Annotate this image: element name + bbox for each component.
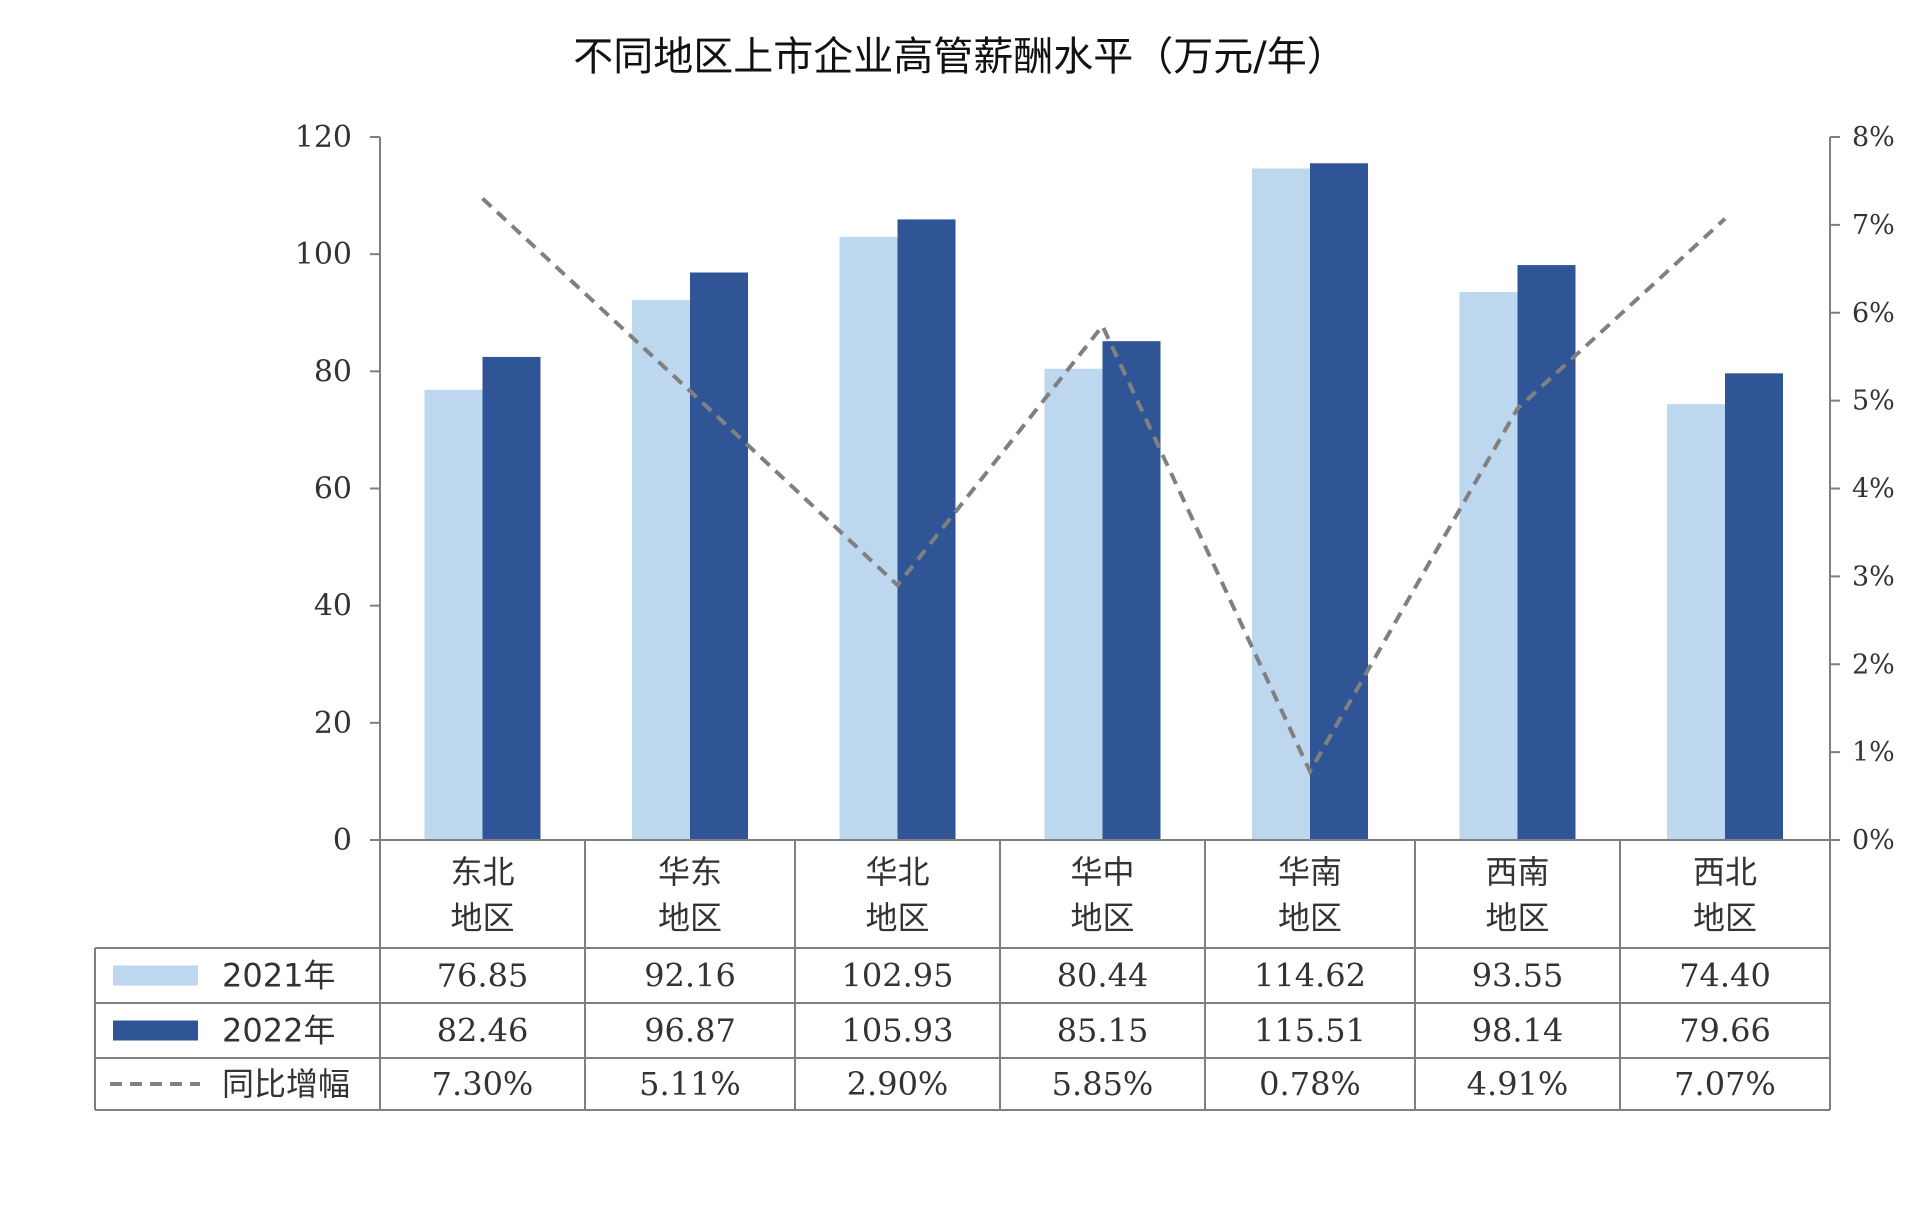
table-cell-2022: 96.87: [644, 1012, 736, 1050]
bar-2021: [1459, 291, 1518, 841]
table-cell-yoy: 4.91%: [1467, 1065, 1569, 1103]
category-label-line: 地区: [658, 899, 722, 937]
bar-2021: [1667, 404, 1725, 840]
legend-key-2021: [113, 965, 198, 986]
y-right-tick-label: 1%: [1852, 737, 1895, 768]
legend-label-2022: 2022年: [222, 1012, 335, 1050]
y-right-tick-label: 3%: [1852, 561, 1895, 592]
y-left-tick-label: 40: [314, 589, 352, 624]
legend-label-2021: 2021年: [222, 957, 335, 995]
y-right-tick-label: 2%: [1852, 649, 1895, 680]
category-label-line: 华北: [865, 853, 929, 891]
table-cell-yoy: 0.78%: [1259, 1065, 1361, 1103]
category-label: 西北地区: [1693, 853, 1757, 937]
legend-label-yoy: 同比增幅: [222, 1065, 350, 1103]
table-cell-2021: 102.95: [842, 957, 954, 995]
bar-2021: [424, 389, 483, 840]
table-cell-2021: 74.40: [1679, 957, 1771, 995]
table-cell-2021: 80.44: [1057, 957, 1149, 995]
category-label: 华中地区: [1070, 853, 1134, 937]
bar-2022: [482, 356, 541, 840]
bar-2021: [1252, 168, 1310, 841]
table-cell-yoy: 2.90%: [847, 1065, 949, 1103]
y-right-tick-label: 7%: [1852, 210, 1895, 241]
table-cell-2022: 82.46: [437, 1012, 529, 1050]
y-right-tick-label: 5%: [1852, 386, 1895, 417]
table-cell-2022: 85.15: [1057, 1012, 1149, 1050]
category-label-line: 西南: [1485, 853, 1549, 891]
y-left-tick-label: 0: [333, 823, 352, 858]
table-cell-2021: 76.85: [437, 957, 529, 995]
category-label: 东北地区: [450, 853, 514, 937]
bar-2021: [632, 300, 690, 840]
y-right-tick-label: 8%: [1852, 122, 1895, 153]
table-cell-yoy: 5.11%: [639, 1065, 741, 1103]
category-label: 华南地区: [1278, 853, 1342, 937]
bar-2022: [1725, 373, 1783, 840]
table-cell-2021: 114.62: [1254, 957, 1366, 995]
y-left-tick-label: 120: [295, 120, 352, 155]
category-label: 华东地区: [658, 853, 722, 937]
table-cell-2022: 79.66: [1679, 1012, 1771, 1050]
bar-2022: [690, 272, 748, 840]
chart-title: 不同地区上市企业高管薪酬水平（万元/年）: [573, 34, 1346, 80]
category-label-line: 华东: [658, 853, 722, 891]
bar-2022: [1310, 163, 1368, 841]
y-left-tick-label: 20: [314, 706, 352, 741]
y-right-tick-label: 4%: [1852, 474, 1895, 505]
bar-2022: [1517, 265, 1576, 840]
category-label-line: 地区: [1485, 899, 1549, 937]
table-cell-2021: 92.16: [644, 957, 736, 995]
category-label-line: 地区: [1070, 899, 1134, 937]
category-label: 华北地区: [865, 853, 929, 937]
table-cell-2022: 98.14: [1472, 1012, 1564, 1050]
table-cell-yoy: 7.07%: [1674, 1065, 1776, 1103]
table-cell-2021: 93.55: [1472, 957, 1564, 995]
bar-2021: [1044, 368, 1103, 840]
category-label: 西南地区: [1485, 853, 1549, 937]
y-left-tick-label: 80: [314, 354, 352, 389]
bar-2021: [839, 236, 898, 840]
category-label-line: 华南: [1278, 853, 1342, 891]
category-label-line: 东北: [450, 853, 514, 891]
legend-key-2022: [113, 1020, 198, 1041]
table-cell-2022: 105.93: [842, 1012, 954, 1050]
category-label-line: 地区: [450, 899, 514, 937]
y-left-tick-label: 100: [295, 237, 352, 272]
bar-2022: [1102, 341, 1161, 840]
bar-2022: [897, 219, 956, 840]
table-cell-yoy: 5.85%: [1052, 1065, 1154, 1103]
yoy-growth-line: [481, 197, 1727, 776]
table-cell-2022: 115.51: [1254, 1012, 1366, 1050]
y-right-tick-label: 6%: [1852, 298, 1895, 329]
y-right-tick-label: 0%: [1852, 825, 1895, 856]
category-label-line: 华中: [1070, 853, 1134, 891]
category-label-line: 地区: [865, 899, 929, 937]
category-label-line: 地区: [1278, 899, 1342, 937]
y-left-tick-label: 60: [314, 472, 352, 507]
category-label-line: 西北: [1693, 853, 1757, 891]
table-cell-yoy: 7.30%: [432, 1065, 534, 1103]
category-label-line: 地区: [1693, 899, 1757, 937]
